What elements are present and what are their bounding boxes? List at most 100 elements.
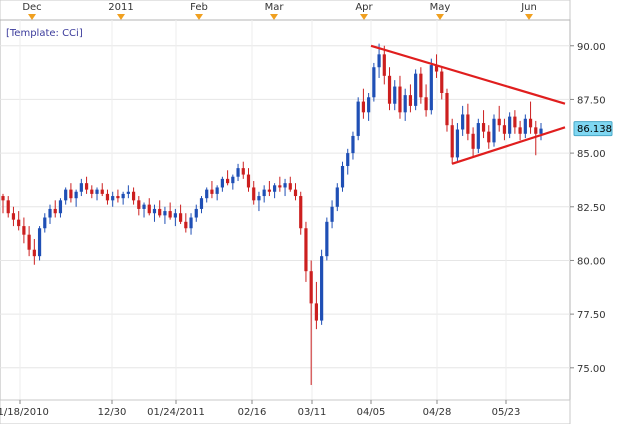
candle <box>64 187 68 205</box>
candle <box>487 125 491 149</box>
candle <box>330 200 334 229</box>
candle <box>178 204 183 224</box>
candle-body <box>158 208 162 216</box>
x-tick-label: 12/30 <box>98 407 127 418</box>
candle-body <box>283 183 287 188</box>
y-tick-label: 75.00 <box>577 364 606 375</box>
candle <box>492 114 496 147</box>
candle-body <box>304 228 308 272</box>
candle-body <box>513 116 517 128</box>
candle <box>137 196 141 216</box>
candle-body <box>231 176 235 184</box>
bottom-axis-strip <box>0 399 571 424</box>
candle-body <box>1 196 5 201</box>
candle-body <box>111 196 115 201</box>
candle <box>419 67 423 104</box>
candle-body <box>445 92 449 126</box>
candle-body <box>434 65 439 72</box>
top-marker-triangle <box>270 14 278 20</box>
candle-body <box>528 118 533 128</box>
candle <box>335 183 339 212</box>
candle <box>304 221 308 282</box>
candle <box>152 204 157 222</box>
candle-body <box>189 217 193 229</box>
candle <box>382 45 386 85</box>
candle-body <box>6 200 10 214</box>
candle-body <box>152 208 157 214</box>
candle-body <box>184 221 188 229</box>
candle-body <box>32 249 36 257</box>
candle-body <box>126 191 130 194</box>
candle-body <box>387 75 392 104</box>
last-price-tag: 86.138 <box>573 121 613 137</box>
candle <box>445 88 449 132</box>
candle-body <box>116 196 120 199</box>
candle-body <box>43 217 47 229</box>
candle-body <box>246 174 251 188</box>
y-tick-label: 90.00 <box>577 42 606 53</box>
candle <box>121 191 125 205</box>
candle-body <box>481 123 486 132</box>
candle <box>288 176 292 192</box>
x-tick-label: 05/23 <box>492 407 521 418</box>
candle <box>84 176 89 194</box>
candle-body <box>351 135 355 154</box>
candle <box>408 84 413 113</box>
trendline <box>370 44 566 105</box>
candle-body <box>215 187 219 194</box>
candle-body <box>325 221 329 257</box>
candle <box>220 176 224 192</box>
candle-body <box>199 198 204 209</box>
top-month-label: Apr <box>355 2 373 13</box>
candle-body <box>64 189 68 201</box>
candle-body <box>518 127 522 134</box>
grid-lines <box>0 20 570 400</box>
candle <box>325 217 329 261</box>
candle-body <box>361 101 366 113</box>
candle <box>508 112 512 139</box>
candle <box>184 213 188 233</box>
candle-body <box>377 54 381 68</box>
candlestick-series <box>1 43 543 385</box>
candle-body <box>257 196 261 201</box>
candle <box>283 178 287 197</box>
candle-body <box>492 118 496 143</box>
x-tick-label: 04/05 <box>357 407 386 418</box>
candle <box>361 88 366 119</box>
candle <box>215 185 219 201</box>
candle-body <box>22 226 26 235</box>
candle-body <box>205 189 209 199</box>
candle <box>79 178 83 197</box>
candle <box>58 198 63 218</box>
candle <box>205 187 209 203</box>
candle <box>43 213 47 233</box>
candle <box>105 189 110 205</box>
candle-body <box>241 168 245 175</box>
top-marker-triangle <box>117 14 125 20</box>
candle-body <box>330 206 334 222</box>
candle <box>471 127 475 158</box>
candle <box>299 191 303 235</box>
candle-body <box>74 191 78 199</box>
candle <box>513 110 517 134</box>
candle <box>231 174 235 190</box>
candle-body <box>273 185 277 192</box>
candle-body <box>142 204 146 209</box>
candle-body <box>178 213 183 222</box>
candle <box>236 163 240 182</box>
x-tick-label: 11/18/2010 <box>0 407 49 418</box>
candle <box>257 191 261 212</box>
candle <box>168 202 172 220</box>
candle <box>1 193 5 214</box>
candle-body <box>53 208 57 214</box>
top-month-label: Dec <box>22 2 41 13</box>
candle <box>95 187 99 201</box>
candle-body <box>236 168 240 177</box>
candle-body <box>27 234 31 250</box>
candle-body <box>309 271 313 304</box>
candle-body <box>11 213 16 220</box>
candle <box>293 183 298 201</box>
candle <box>340 161 345 192</box>
candle-body <box>408 95 413 106</box>
candle <box>346 148 350 175</box>
